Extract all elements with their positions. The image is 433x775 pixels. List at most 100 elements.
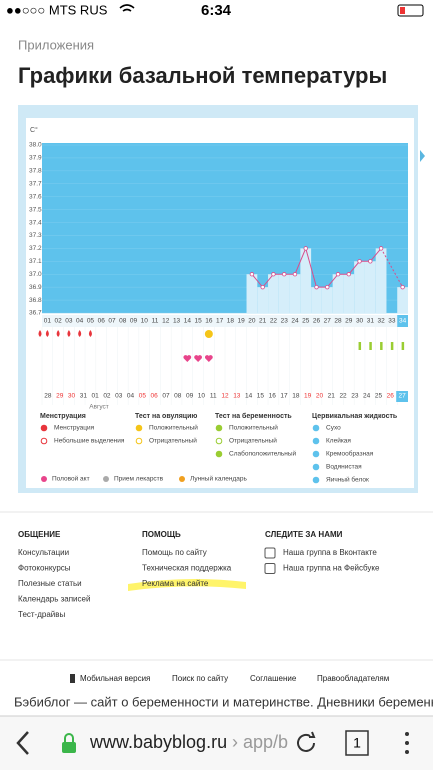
legend-icon <box>215 424 223 432</box>
temp-column <box>354 261 365 313</box>
day-label: 12 <box>162 318 170 325</box>
bottom-link[interactable]: Мобильная версия <box>80 674 150 683</box>
day-label: 16 <box>205 318 213 325</box>
temp-column <box>289 274 301 313</box>
legend-extra-icon <box>41 476 47 482</box>
footer-link[interactable]: Тест-драйвы <box>18 610 66 619</box>
y-tick-label: 38.0 <box>29 142 42 149</box>
intercourse-icon <box>204 355 213 362</box>
legend-item: Кремообразная <box>326 450 374 458</box>
current-date <box>396 391 408 402</box>
y-tick-label: 36.9 <box>29 284 42 291</box>
day-label: 22 <box>270 318 278 325</box>
footer-link[interactable]: Техническая поддержка <box>142 564 232 573</box>
legend-item: Клейкая <box>326 437 351 445</box>
day-label: 07 <box>108 318 116 325</box>
tabs-count[interactable]: 1 <box>353 735 361 751</box>
temp-column <box>268 274 279 313</box>
day-label: 24 <box>291 318 299 325</box>
temp-column <box>343 274 355 313</box>
date-label: 04 <box>127 393 135 400</box>
footer-link[interactable]: Реклама на сайте <box>142 579 209 588</box>
day-label: 14 <box>184 318 192 325</box>
footer-link[interactable]: Наша группа на Фейсбуке <box>283 564 380 573</box>
day-label: 30 <box>356 318 364 325</box>
menstruation-icon <box>88 330 92 337</box>
legend-icon <box>135 437 143 445</box>
date-label: 29 <box>56 393 64 400</box>
date-label: 07 <box>162 393 170 400</box>
temp-column <box>397 287 408 313</box>
menu-dot[interactable] <box>405 732 409 736</box>
url-path[interactable]: › app/b <box>232 732 288 752</box>
footer-heading: ОБЩЕНИЕ <box>18 530 61 539</box>
footer-link[interactable]: Наша группа в Вконтакте <box>283 548 377 557</box>
legend-item: Слабоположительный <box>229 450 297 458</box>
url-domain[interactable]: www.babyblog.ru <box>89 732 227 752</box>
legend-item: Отрицательный <box>149 437 197 445</box>
date-label: 19 <box>304 393 312 400</box>
temp-column <box>375 248 387 313</box>
back-button[interactable] <box>16 731 29 755</box>
breadcrumb[interactable]: Приложения <box>18 37 94 52</box>
date-label: 22 <box>339 393 347 400</box>
date-label: 13 <box>233 393 241 400</box>
menu-dot[interactable] <box>405 741 409 745</box>
temp-column <box>321 287 333 313</box>
intercourse-icon <box>183 355 192 362</box>
clock: 6:34 <box>201 2 232 19</box>
footer-heading: ПОМОЩЬ <box>142 530 181 539</box>
bottom-link[interactable]: Поиск по сайту <box>172 674 228 683</box>
tabs-button[interactable] <box>345 730 369 756</box>
temp-point <box>335 272 341 277</box>
day-label: 17 <box>216 318 224 325</box>
legend-item: Положительный <box>149 424 198 432</box>
date-label: 01 <box>92 393 100 400</box>
legend-item: Водянистая <box>326 464 362 471</box>
footer-link[interactable]: Полезные статьи <box>18 579 82 588</box>
temp-point <box>282 272 287 277</box>
y-tick-label: 37.5 <box>29 206 42 213</box>
date-label: 09 <box>186 393 194 400</box>
intercourse-icon <box>194 355 202 362</box>
highlight <box>128 578 246 591</box>
day-label: 28 <box>334 318 342 325</box>
date-label: 23 <box>351 393 359 400</box>
next-arrow[interactable] <box>420 150 425 162</box>
temp-point <box>303 246 308 251</box>
temp-column <box>311 287 322 313</box>
footer-link[interactable]: Фотоконкурсы <box>18 564 71 573</box>
bottom-link[interactable]: Соглашение <box>250 674 297 683</box>
y-tick-label: 37.8 <box>29 168 42 175</box>
day-label: 08 <box>119 318 127 325</box>
legend-icon <box>312 450 320 458</box>
date-label: 17 <box>280 393 288 400</box>
legend-item: Отрицательный <box>229 437 277 445</box>
menu-dot[interactable] <box>405 750 409 754</box>
day-label: 11 <box>152 318 159 325</box>
footer-link[interactable]: Помощь по сайту <box>142 548 207 557</box>
day-label: 23 <box>281 318 289 325</box>
legend-item: Менструация <box>54 425 95 432</box>
date-label: 10 <box>198 393 206 400</box>
y-tick-label: 37.1 <box>29 258 42 265</box>
day-label: 21 <box>259 318 267 325</box>
date-label: 24 <box>363 393 371 400</box>
day-label: 31 <box>367 318 375 325</box>
y-tick-label: 37.6 <box>29 193 42 200</box>
social-icon <box>264 547 276 559</box>
day-label: 09 <box>130 318 138 325</box>
y-tick-label: 36.8 <box>29 297 42 304</box>
legend-extra: Половой акт <box>52 475 90 483</box>
bottom-link[interactable]: Правообладателям <box>317 674 389 683</box>
footer-link[interactable]: Календарь записей <box>18 595 90 604</box>
reload-button[interactable] <box>297 731 316 752</box>
date-label: 21 <box>328 393 336 400</box>
date-label: 11 <box>210 393 217 400</box>
y-tick-label: 37.4 <box>29 219 42 226</box>
footer-link[interactable]: Консультации <box>18 548 69 557</box>
legend-extra: Прием лекарств <box>114 476 164 483</box>
date-label: 30 <box>68 393 76 400</box>
y-tick-label: 37.0 <box>29 271 42 278</box>
